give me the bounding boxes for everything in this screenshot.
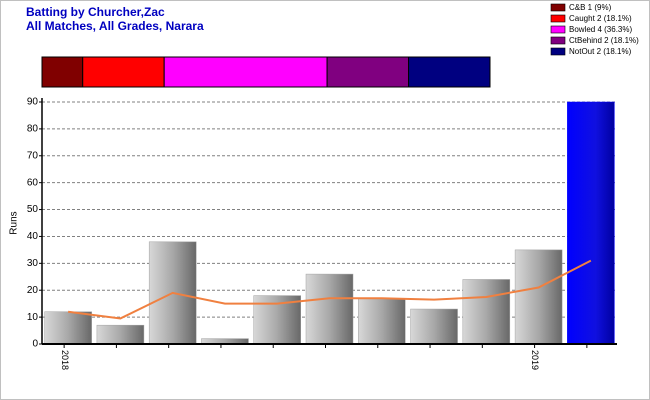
bar <box>358 298 406 345</box>
y-tick-label: 90 <box>27 97 39 108</box>
y-tick-label: 10 <box>27 312 39 323</box>
legend-swatch <box>550 14 566 23</box>
bar <box>96 324 145 345</box>
legend-label: CtBehind 2 (18.1%) <box>569 36 639 45</box>
legend-swatch <box>550 25 566 34</box>
legend-swatch <box>550 47 566 56</box>
legend-swatch <box>550 36 566 45</box>
chart-title: Batting by Churcher,Zac <box>26 5 165 19</box>
y-tick-label: 40 <box>27 231 39 242</box>
bar <box>44 311 92 345</box>
y-tick-label: 50 <box>27 204 39 215</box>
y-tick-label: 30 <box>27 258 39 269</box>
bar <box>567 101 615 345</box>
dismissal-segment <box>326 56 410 88</box>
y-tick-label: 0 <box>32 339 38 350</box>
dismissal-segment <box>408 56 491 88</box>
legend-label: Caught 2 (18.1%) <box>569 14 632 23</box>
bar <box>305 273 354 345</box>
dismissal-segment <box>82 56 165 88</box>
legend-label: Bowled 4 (36.3%) <box>569 25 632 34</box>
y-axis-title: Runs <box>9 211 20 234</box>
y-tick-label: 60 <box>27 177 39 188</box>
legend-swatch <box>550 3 566 12</box>
bar <box>410 308 458 345</box>
y-tick-label: 20 <box>27 285 39 296</box>
bar <box>462 279 511 345</box>
y-tick-label: 80 <box>27 124 39 135</box>
bar <box>514 249 563 345</box>
x-tick-label: 2019 <box>530 350 540 370</box>
legend-label: C&B 1 (9%) <box>569 3 612 12</box>
legend-label: NotOut 2 (18.1%) <box>569 47 632 56</box>
dismissal-segment <box>163 56 328 88</box>
y-tick-label: 70 <box>27 150 39 161</box>
chart-subtitle: All Matches, All Grades, Narara <box>26 19 204 33</box>
average-line <box>68 259 592 320</box>
x-tick-label: 2018 <box>60 350 70 370</box>
dismissal-segment <box>41 56 84 88</box>
